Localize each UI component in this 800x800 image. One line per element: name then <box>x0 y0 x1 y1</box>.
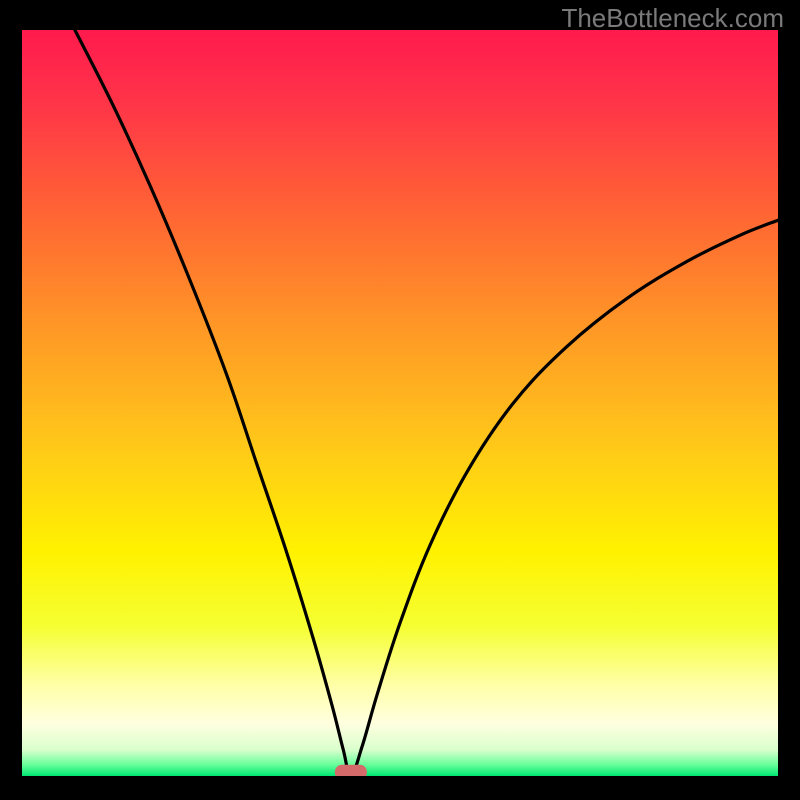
gradient-background <box>22 30 778 776</box>
optimal-marker <box>335 765 367 776</box>
chart-frame: TheBottleneck.com <box>0 0 800 800</box>
plot-svg <box>22 30 778 776</box>
plot-area <box>22 30 778 776</box>
